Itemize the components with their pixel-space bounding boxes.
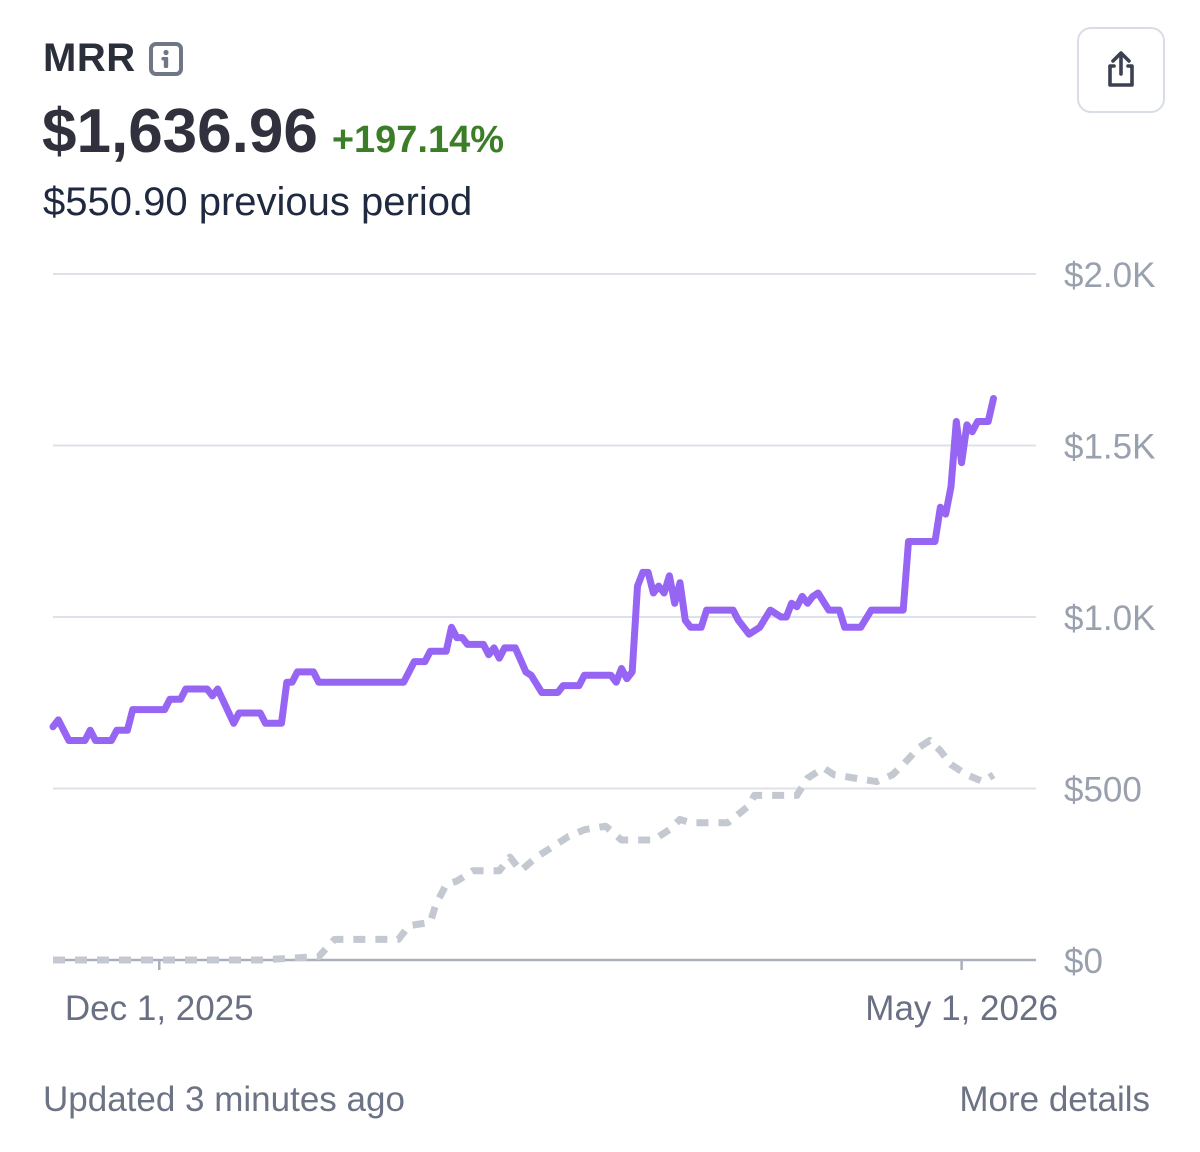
- metric-title: MRR: [43, 36, 136, 80]
- y-tick-label: $1.0K: [1064, 599, 1155, 638]
- previous-period-value: $550.90 previous period: [43, 180, 473, 224]
- y-tick-label: $2.0K: [1064, 256, 1155, 295]
- y-tick-label: $0: [1064, 942, 1103, 981]
- y-tick-label: $1.5K: [1064, 428, 1155, 467]
- x-tick-label: Dec 1, 2025: [65, 989, 254, 1028]
- mrr-chart: $0 $500 $1.0K $1.5K $2.0K Dec 1, 2025 May 1, 2…: [49, 256, 1155, 1028]
- y-tick-label: $500: [1064, 771, 1142, 810]
- info-icon[interactable]: [148, 41, 184, 77]
- x-tick-label: May 1, 2026: [865, 989, 1058, 1028]
- previous-period-line: [53, 737, 996, 964]
- current-value: $1,636.96: [42, 97, 318, 166]
- change-badge: +197.14%: [331, 119, 505, 161]
- updated-text: Updated 3 minutes ago: [43, 1080, 405, 1119]
- more-details-link[interactable]: More details: [959, 1080, 1150, 1119]
- share-icon: [1108, 51, 1134, 87]
- value-row: $1,636.96 +197.14%: [42, 96, 504, 167]
- share-button[interactable]: [1077, 27, 1165, 113]
- title-row: MRR: [43, 36, 184, 81]
- current-period-line: [49, 395, 997, 744]
